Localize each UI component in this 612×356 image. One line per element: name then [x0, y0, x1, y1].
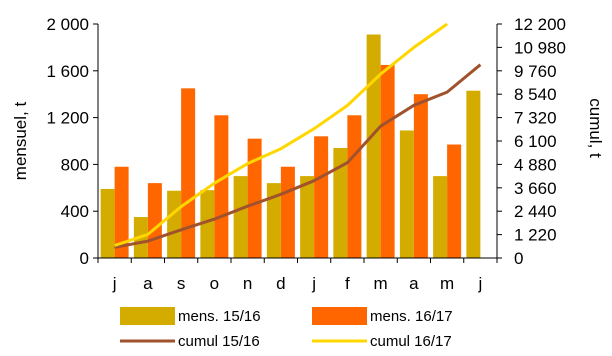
- line-cumul-16-17: [114, 22, 448, 247]
- x-tick-label: o: [210, 274, 219, 293]
- legend-swatch-mens-15-16: [120, 307, 175, 325]
- axes-layer: 0 400 800 1 200 1 600 2 000 0 1 220 2 440 3 660 4 …: [46, 15, 566, 293]
- y-right-tick-label: 3 660: [514, 179, 557, 198]
- bar-2-4: [214, 115, 229, 258]
- y-right-tick-label: 0: [514, 249, 523, 268]
- y-right-tick-label: 2 440: [514, 202, 557, 221]
- bar-2-9: [380, 64, 395, 258]
- y-right-tick-label: 8 540: [514, 85, 557, 104]
- y-left-tick-label: 0: [80, 249, 89, 268]
- x-tick-label: s: [177, 274, 186, 293]
- legend-label-mens-16-17: mens. 16/17: [370, 308, 453, 325]
- x-tick-label: d: [276, 274, 285, 293]
- y-right-tick-label: 7 320: [514, 109, 557, 128]
- y-axis-left-title: mensuel, t: [11, 102, 30, 181]
- y-right-tick-label: 6 100: [514, 132, 557, 151]
- bar-1-3: [167, 190, 182, 258]
- bar-2-2: [147, 183, 162, 258]
- x-tick-label: j: [112, 274, 117, 293]
- y-left-tick-label: 1 600: [46, 62, 89, 81]
- y-left-tick-label: 800: [61, 155, 89, 174]
- bar-2-6: [280, 166, 295, 258]
- x-tick-label: a: [143, 274, 153, 293]
- bar-2-3: [181, 88, 196, 258]
- x-tick-label: n: [243, 274, 252, 293]
- x-tick-label: j: [477, 274, 482, 293]
- bar-1-7: [300, 176, 315, 258]
- bar-1-8: [333, 148, 348, 258]
- x-tick-label: f: [345, 274, 350, 293]
- legend: mens. 15/16 mens. 16/17 cumul 15/16 cumul 1…: [120, 307, 453, 350]
- bar-1-4: [200, 190, 215, 258]
- y-right-tick-label: 12 200: [514, 15, 566, 34]
- bar-2-7: [314, 136, 329, 258]
- legend-label-mens-15-16: mens. 15/16: [178, 308, 261, 325]
- bar-1-5: [233, 176, 248, 258]
- bar-2-11: [447, 144, 462, 258]
- y-right-tick-label: 10 980: [514, 38, 566, 57]
- bar-2-10: [413, 94, 428, 258]
- y-right-tick-label: 9 760: [514, 62, 557, 81]
- bar-1-6: [266, 183, 281, 258]
- y-left-tick-label: 400: [61, 202, 89, 221]
- x-tick-label: a: [409, 274, 419, 293]
- y-left-tick-label: 2 000: [46, 15, 89, 34]
- bar-1-12: [466, 90, 481, 258]
- legend-swatch-mens-16-17: [312, 307, 367, 325]
- bar-1-11: [433, 176, 448, 258]
- y-left-tick-label: 1 200: [46, 109, 89, 128]
- x-tick-label: m: [374, 274, 388, 293]
- line-cumul-15-16: [114, 63, 482, 249]
- bar-1-9: [366, 34, 381, 258]
- legend-label-cumul-15-16: cumul 15/16: [178, 333, 260, 350]
- y-right-tick-label: 1 220: [514, 226, 557, 245]
- bar-1-1: [100, 188, 115, 258]
- bar-2-1: [114, 166, 129, 258]
- bar-2-8: [347, 115, 362, 258]
- y-right-tick-label: 4 880: [514, 155, 557, 174]
- bar-2-5: [247, 138, 262, 258]
- legend-label-cumul-16-17: cumul 16/17: [370, 333, 452, 350]
- bar-1-10: [399, 130, 414, 258]
- y-axis-right-title: cumul, t: [586, 98, 605, 158]
- x-tick-label: m: [440, 274, 454, 293]
- lines-layer: [114, 22, 482, 249]
- x-tick-label: j: [311, 274, 316, 293]
